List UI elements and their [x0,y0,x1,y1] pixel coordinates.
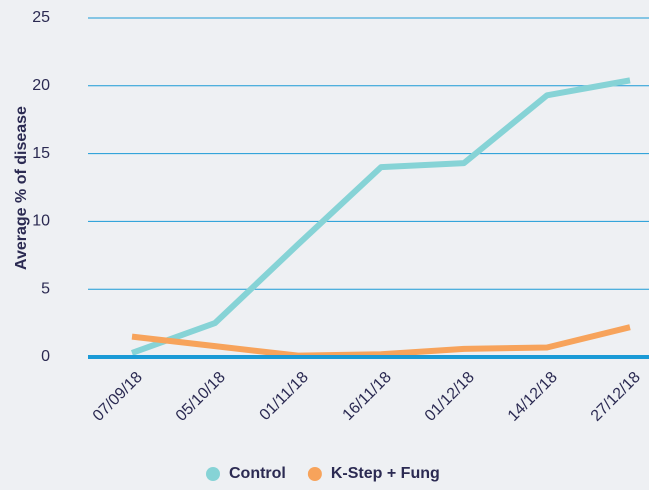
x-tick-label: 05/10/18 [173,369,229,425]
y-tick-label: 25 [32,9,50,26]
x-tick-label: 01/11/18 [257,369,312,424]
y-tick-label: 0 [41,348,50,365]
x-tick-label: 01/12/18 [422,369,478,425]
y-axis-label: Average % of disease [13,106,30,270]
legend-label: K-Step + Fung [331,465,440,482]
grid [88,17,649,290]
y-tick-label: 15 [32,145,50,162]
x-tick-label: 07/09/18 [90,369,146,425]
series-line [131,324,631,359]
y-tick-label: 20 [32,77,50,94]
legend-swatch [206,467,220,481]
x-tick-label: 14/12/18 [505,369,561,425]
y-tick-label: 10 [32,213,50,230]
x-tick-label: 27/12/18 [588,369,644,425]
series-line [130,77,631,356]
legend-swatch [307,467,322,481]
legend: Control K-Step + Fung [206,465,440,482]
y-tick-label: 5 [41,280,50,297]
legend-label: Control [229,465,286,482]
x-tick-label: 16/11/18 [340,369,395,424]
